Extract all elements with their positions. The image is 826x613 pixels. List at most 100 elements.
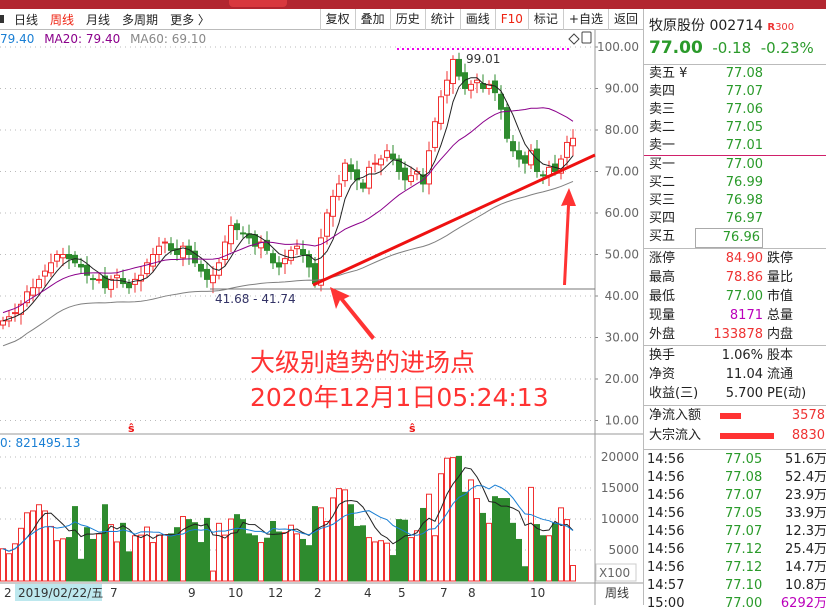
ask-label: 卖四 <box>649 84 676 99</box>
volume-bar-down <box>510 522 516 582</box>
volume-bar-up <box>564 519 570 582</box>
candle-up <box>12 312 18 315</box>
volume-bar-down <box>492 496 498 582</box>
toolbar-button-1[interactable]: 叠加 <box>354 9 390 30</box>
candle-up <box>258 241 264 249</box>
ask-label: 卖三 <box>649 102 676 117</box>
volume-bar-down <box>456 455 462 582</box>
volume-ma5-line <box>2 467 574 552</box>
kline-chart[interactable]: 100.00 90.00 80.00 70.00 60.00 50.00 40.00 30.0… <box>0 0 643 605</box>
panel-toggle-icon <box>581 31 592 44</box>
candle-up <box>528 150 534 166</box>
stat-label-2: 内盘 <box>767 327 794 342</box>
x-tick-label: 5 <box>398 586 406 600</box>
candle-up <box>18 303 24 315</box>
candle-up <box>36 278 42 289</box>
toolbar-button-8[interactable]: 返回 <box>607 9 643 30</box>
volume-bar-up <box>162 534 168 582</box>
trade-price: 77.05 <box>725 506 763 521</box>
date-cursor-highlight <box>15 584 102 601</box>
flow-value: 8830 <box>791 428 825 443</box>
volume-bar-down <box>174 527 180 582</box>
volume-bar-up <box>426 493 432 582</box>
volume-bar-down <box>168 533 174 582</box>
volume-bar-up <box>546 535 552 582</box>
volume-bar-up <box>114 541 120 582</box>
stat-value: 133878 <box>713 327 763 342</box>
trade-volume: 33.9万 <box>785 506 826 521</box>
stat-row: 涨停 84.90 跌停 <box>649 250 825 268</box>
toolbar-button-0[interactable]: 复权 <box>319 9 355 30</box>
bid-price: 77.00 <box>725 157 763 172</box>
trade-time: 14:56 <box>647 506 685 521</box>
high-label: 99.01 <box>466 52 500 66</box>
candle-down <box>492 80 498 94</box>
volume-bar-down <box>504 498 510 582</box>
diamond-icon <box>568 33 580 45</box>
candle-down <box>270 253 276 264</box>
trade-row: 14:57 77.10 10.8万 <box>647 577 826 595</box>
candle-up <box>564 141 570 158</box>
candle-up <box>330 195 336 217</box>
flow-bar <box>720 413 741 419</box>
toolbar-button-6[interactable]: 标记 <box>527 9 563 30</box>
trade-row: 14:56 77.07 23.9万 <box>647 487 826 505</box>
stat-label-2: 市值 <box>767 289 794 304</box>
volume-bar-up <box>96 533 102 582</box>
candle-up <box>432 121 438 148</box>
period-tab-0[interactable]: 日线 <box>14 12 39 27</box>
candle-up <box>474 79 480 84</box>
toolbar-button-3[interactable]: 统计 <box>424 9 460 30</box>
candle-down <box>402 167 408 181</box>
volume-tick-label: 20000 <box>601 450 639 464</box>
title-bar-highlight <box>229 0 287 7</box>
period-tab-1[interactable]: 周线 <box>50 12 75 27</box>
candle-down <box>540 174 546 177</box>
period-tab-2[interactable]: 月线 <box>86 12 111 27</box>
marker-icon: ŝ <box>128 422 135 435</box>
toolbar-button-7[interactable]: +自选 <box>562 9 608 30</box>
trade-row: 14:56 77.08 52.4万 <box>647 469 826 487</box>
volume-bar-up <box>180 516 186 582</box>
trade-price: 77.00 <box>725 596 763 611</box>
candle-up <box>48 262 54 274</box>
candle-up <box>180 245 186 259</box>
volume-bar-up <box>366 537 372 582</box>
volume-bar-up <box>30 510 36 582</box>
candle-down <box>126 283 132 289</box>
toolbar-button-2[interactable]: 历史 <box>389 9 425 30</box>
trade-volume: 52.4万 <box>785 470 826 485</box>
volume-bar-down <box>252 535 258 582</box>
trade-volume: 12.3万 <box>785 524 826 539</box>
candle-up <box>450 58 456 85</box>
volume-bar-down <box>396 519 402 582</box>
toolbar-button-4[interactable]: 画线 <box>459 9 495 30</box>
period-tab-4[interactable]: 更多 〉 <box>170 12 210 27</box>
trade-time: 14:56 <box>647 542 685 557</box>
collapse-icon[interactable] <box>0 15 4 23</box>
trade-row: 14:56 77.05 33.9万 <box>647 505 826 523</box>
candle-down <box>306 254 312 268</box>
stat-row: 最低 77.00 市值 <box>649 288 825 306</box>
volume-legend: 0: 821495.13 <box>0 436 81 450</box>
chart-toolbar: 日线 周线 月线 多周期 更多 〉 复权 叠加 历史 统计 画线 F10 标记 +自选 返回 <box>0 9 643 30</box>
toolbar-button-5[interactable]: F10 <box>494 9 528 30</box>
volume-bar-up <box>60 538 66 582</box>
period-tab-3[interactable]: 多周期 <box>122 12 159 27</box>
ma60-value: MA60: 69.10 <box>130 32 207 46</box>
candle-up <box>228 224 234 245</box>
price-tick-label: 50.00 <box>605 248 639 262</box>
candle-down <box>516 150 522 160</box>
volume-bar-up <box>528 486 534 582</box>
candle-down <box>84 264 90 276</box>
volume-bar-up <box>294 533 300 582</box>
flow-value: 3578 <box>791 408 825 423</box>
trade-row: 14:56 77.05 51.6万 <box>647 451 826 469</box>
volume-bar-down <box>120 522 126 582</box>
candle-up <box>366 166 372 189</box>
price-line: 77.00 -0.18 -0.23% <box>649 38 814 58</box>
volume-bar-down <box>522 566 528 582</box>
ask-price: 77.07 <box>725 84 763 99</box>
candle-up <box>282 258 288 265</box>
stat-label: 外盘 <box>649 327 676 342</box>
